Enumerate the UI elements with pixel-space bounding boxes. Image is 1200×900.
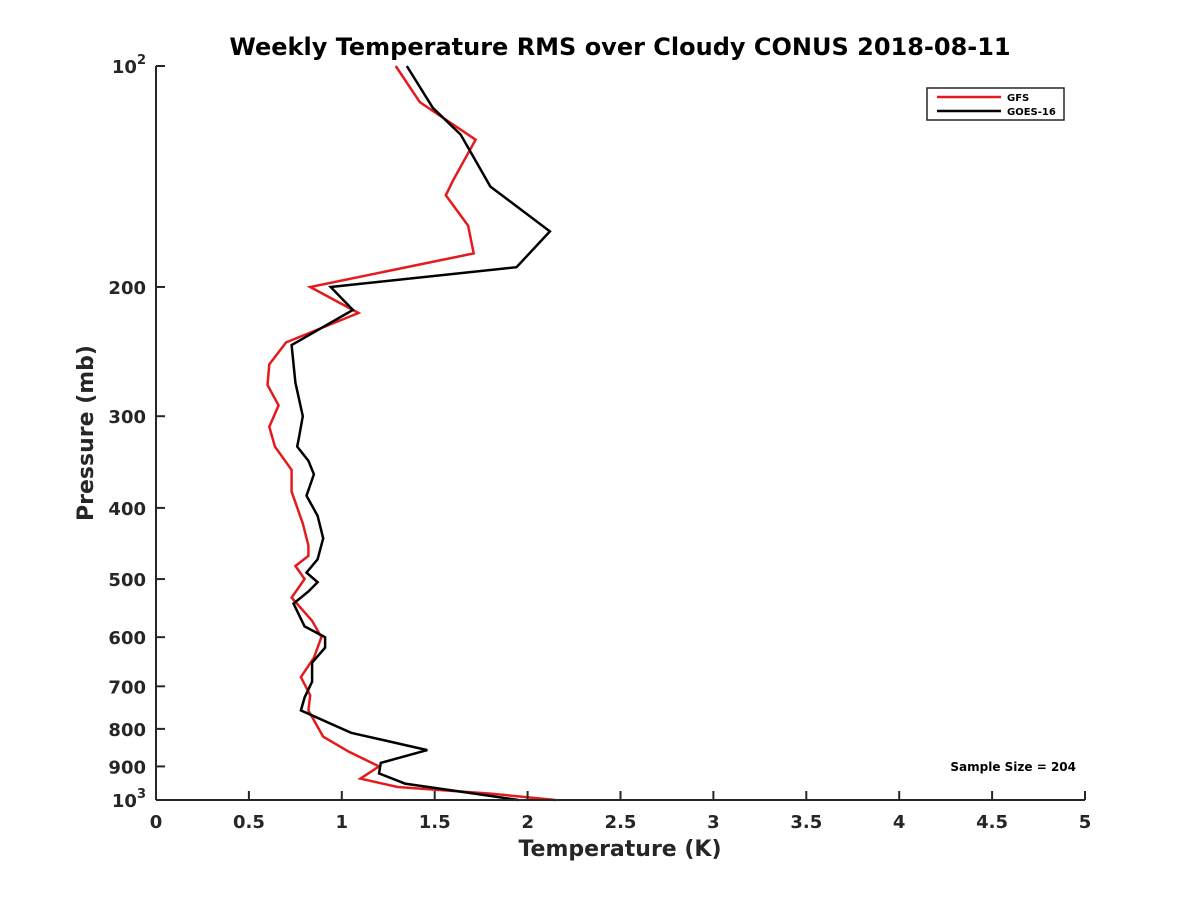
legend-box [926,87,1065,121]
axes [155,66,1085,801]
x-tick-label: 4 [893,812,906,833]
y-tick-label: 102 [112,53,146,78]
x-tick-label: 2 [521,812,534,833]
y-tick-label: 500 [108,570,146,591]
x-tick-label: 2.5 [605,812,637,833]
x-tick-label: 0 [150,812,163,833]
x-tick-label: 0.5 [233,812,265,833]
y-tick-label: 600 [108,628,146,649]
y-tick-label: 700 [108,677,146,698]
x-tick-label: 5 [1079,812,1092,833]
legend-label: GFS [1007,93,1029,104]
x-tick-label: 3 [707,812,720,833]
y-axis-label: Pressure (mb) [74,345,99,521]
x-tick-label: 3.5 [790,812,822,833]
x-tick-label: 1.5 [419,812,451,833]
x-axis-label: Temperature (K) [518,837,721,862]
y-tick-label: 200 [108,278,146,299]
series-line-gfs [266,65,556,802]
sample-size-annotation: Sample Size = 204 [950,760,1076,774]
series-line-goes-16 [290,65,552,802]
y-tick-label: 400 [108,499,146,520]
x-tick-label: 1 [336,812,349,833]
x-tick-label: 4.5 [976,812,1008,833]
ticks: 0 0.5 1 1.5 2 2.5 3 3.5 4 4.5 5 102 200 300 400 500 600 7… [108,53,1091,833]
chart-title: Weekly Temperature RMS over Cloudy CONUS… [229,33,1010,61]
y-tick-label: 900 [108,757,146,778]
legend: GFS GOES-16 [926,87,1065,121]
y-tick-label: 300 [108,407,146,428]
series-layer [266,65,556,802]
y-tick-label: 103 [112,787,146,812]
legend-label: GOES-16 [1007,107,1056,118]
y-tick-label: 800 [108,720,146,741]
